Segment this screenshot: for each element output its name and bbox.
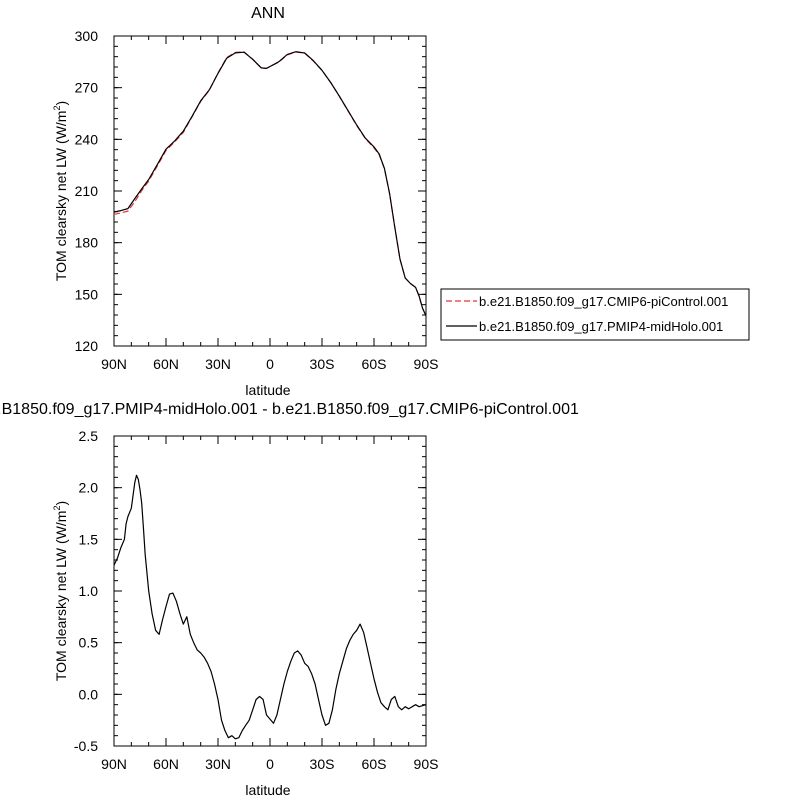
x-axis-label: latitude (245, 782, 290, 798)
x-tick-label: 90S (414, 356, 439, 372)
series-line-1 (113, 474, 427, 740)
x-tick-label: 60N (153, 756, 179, 772)
x-tick-label: 0 (266, 756, 274, 772)
y-tick-label: 2.5 (79, 428, 99, 444)
y-tick-label: 120 (75, 338, 99, 354)
legend: b.e21.B1850.f09_g17.CMIP6-piControl.001 … (440, 288, 750, 341)
x-tick-label: 30N (205, 756, 231, 772)
y-tick-label: 240 (75, 131, 99, 147)
y-axis-label-superscript: 2 (52, 506, 62, 511)
y-tick-label: 2.0 (79, 480, 99, 496)
series-line-2 (113, 51, 427, 317)
y-axis-label-main: TOM clearsky net LW (W/m (53, 511, 69, 682)
x-tick-label: 30N (205, 356, 231, 372)
y-axis-label-superscript: 2 (52, 106, 62, 111)
y-tick-label: 180 (75, 235, 99, 251)
x-tick-label: 0 (266, 356, 274, 372)
y-tick-label: -0.5 (74, 738, 98, 754)
x-axis-label: latitude (245, 382, 290, 398)
x-tick-label: 30S (310, 756, 335, 772)
y-axis-label-close: ) (53, 501, 69, 506)
legend-label-picontrol: b.e21.B1850.f09_g17.CMIP6-piControl.001 (479, 294, 728, 309)
y-tick-label: 150 (75, 286, 99, 302)
y-tick-label: 210 (75, 183, 99, 199)
chart-title: ANN (251, 5, 285, 22)
legend-box (440, 288, 750, 341)
y-axis-label-main: TOM clearsky net LW (W/m (53, 111, 69, 282)
y-axis-label: TOM clearsky net LW (W/m2) (52, 501, 69, 681)
x-tick-label: 90N (101, 356, 127, 372)
y-tick-label: 1.5 (79, 531, 99, 547)
y-axis-label: TOM clearsky net LW (W/m2) (52, 101, 69, 281)
y-tick-label: 0.0 (79, 686, 99, 702)
y-tick-label: 1.0 (79, 583, 99, 599)
x-tick-label: 60S (362, 756, 387, 772)
y-tick-label: 300 (75, 28, 99, 44)
x-tick-label: 60N (153, 356, 179, 372)
x-tick-label: 30S (310, 356, 335, 372)
y-tick-label: 0.5 (79, 635, 99, 651)
x-tick-label: 90N (101, 756, 127, 772)
chart-title: b.e21.B1850.f09_g17.PMIP4-midHolo.001 - … (0, 401, 579, 418)
y-axis-label-close: ) (53, 101, 69, 106)
y-tick-label: 270 (75, 80, 99, 96)
x-tick-label: 60S (362, 356, 387, 372)
x-tick-label: 90S (414, 756, 439, 772)
legend-label-midholo: b.e21.B1850.f09_g17.PMIP4-midHolo.001 (479, 319, 723, 334)
